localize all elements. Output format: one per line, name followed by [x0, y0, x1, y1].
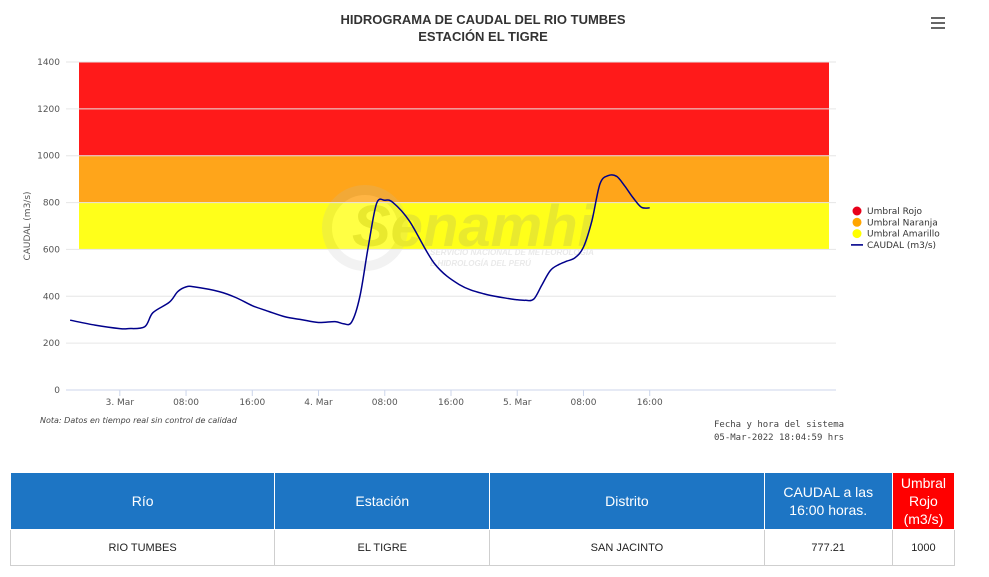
system-date: Fecha y hora del sistema 05-Mar-2022 18:…: [714, 419, 844, 445]
x-tick-label: 16:00: [239, 398, 265, 408]
y-tick-label: 600: [43, 245, 60, 255]
quality-note: Nota: Datos en tiempo real sin control d…: [40, 416, 237, 425]
y-tick-label: 800: [43, 199, 60, 209]
watermark-brand: Senamhi: [352, 194, 596, 259]
hamburger-menu-icon[interactable]: [927, 14, 949, 32]
legend-label: Umbral Amarillo: [867, 230, 940, 240]
x-tick-label: 08:00: [571, 398, 597, 408]
system-date-value: 05-Mar-2022 18:04:59 hrs: [714, 433, 845, 443]
cell-distrito: SAN JACINTO: [489, 529, 765, 566]
chart-title: HIDROGRAMA DE CAUDAL DEL RIO TUMBES: [340, 12, 625, 27]
header-distrito: Distrito: [489, 472, 765, 530]
cell-rio: RIO TUMBES: [9, 529, 276, 566]
y-tick-label: 400: [43, 292, 60, 302]
y-tick-label: 1400: [37, 58, 60, 68]
table-header-row: Río Estación Distrito CAUDAL a las 16:00…: [9, 472, 956, 530]
legend-symbol-umbral-rojo: [852, 206, 862, 216]
x-tick-label: 3. Mar: [106, 398, 135, 408]
band-umbral-amarillo: [79, 202, 829, 250]
x-tick-label: 16:00: [438, 398, 464, 408]
header-umbral-rojo: Umbral Rojo (m3/s): [891, 472, 956, 530]
menu-bar: [931, 22, 945, 24]
menu-bar: [931, 17, 945, 19]
watermark-line1: SERVICIO NACIONAL DE METEOROLOGÍA: [430, 248, 594, 257]
x-tick-label: 4. Mar: [304, 398, 333, 408]
y-axis-title: CAUDAL (m3/s): [23, 191, 33, 260]
cell-caudal: 777.21: [763, 529, 893, 566]
header-rio: Río: [9, 472, 276, 530]
menu-bar: [931, 27, 945, 29]
series-line-caudal: [69, 174, 650, 330]
legend-label: Umbral Naranja: [867, 218, 938, 228]
header-estacion: Estación: [274, 472, 491, 530]
chart-subtitle: ESTACIÓN EL TIGRE: [418, 29, 548, 44]
x-tick-label: 08:00: [372, 398, 398, 408]
legend-label: CAUDAL (m3/s): [867, 241, 936, 251]
cell-umbral-rojo: 1000: [891, 529, 956, 566]
y-tick-label: 1200: [37, 105, 60, 115]
station-info-table: Río Estación Distrito CAUDAL a las 16:00…: [9, 472, 956, 566]
y-tick-label: 1000: [37, 152, 60, 162]
x-tick-label: 08:00: [173, 398, 199, 408]
legend-symbol-umbral-amarillo: [852, 229, 862, 239]
legend-label: Umbral Rojo: [867, 207, 923, 217]
band-umbral-naranja: [79, 155, 829, 203]
system-date-label: Fecha y hora del sistema: [714, 420, 845, 430]
table-row: RIO TUMBES EL TIGRE SAN JACINTO 777.21 1…: [9, 529, 956, 566]
legend-symbol-umbral-naranja: [852, 217, 862, 227]
watermark-line2: E HIDROLOGÍA DEL PERÚ: [430, 259, 531, 268]
x-tick-label: 16:00: [637, 398, 663, 408]
cell-estacion: EL TIGRE: [274, 529, 491, 566]
y-tick-label: 0: [54, 386, 60, 396]
y-tick-label: 200: [43, 339, 60, 349]
header-caudal: CAUDAL a las 16:00 horas.: [763, 472, 893, 530]
hydrograph-chart: Senamhi SERVICIO NACIONAL DE METEOROLOGÍA…: [23, 12, 940, 408]
x-tick-label: 5. Mar: [503, 398, 532, 408]
